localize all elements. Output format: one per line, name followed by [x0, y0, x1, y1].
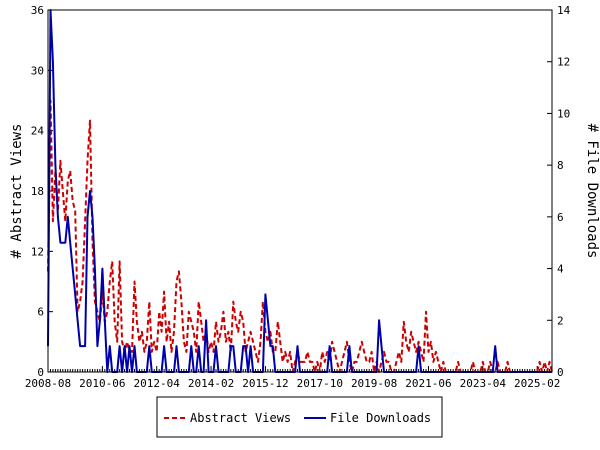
y-axis-title-right: # File Downloads: [584, 124, 600, 259]
y-left-tick-label: 6: [37, 306, 44, 319]
x-tick-label: 2017-10: [297, 377, 343, 390]
legend-box: [156, 396, 443, 438]
x-tick-label: 2019-08: [351, 377, 397, 390]
y-right-tick-label: 8: [557, 159, 564, 172]
y-left-tick-label: 0: [37, 366, 44, 379]
y-left-tick-label: 30: [31, 64, 44, 77]
y-left-tick-label: 12: [31, 245, 44, 258]
file-downloads-line: [47, 9, 552, 373]
plot-frame: [47, 9, 553, 373]
y-left-tick-label: 36: [31, 4, 44, 17]
series-file-downloads: [47, 9, 552, 373]
abstract-views-line: [47, 99, 553, 373]
x-tick-label: 2014-02: [188, 377, 234, 390]
series-abstract-views: [47, 99, 553, 373]
x-tick-label: 2015-12: [242, 377, 288, 390]
x-tick-label: 2010-06: [79, 377, 125, 390]
y-right-tick-label: 4: [557, 263, 564, 276]
y-right-tick-label: 6: [557, 211, 564, 224]
axis-ticks: [47, 9, 553, 373]
x-tick-label: 2008-08: [25, 377, 71, 390]
y-right-tick-label: 2: [557, 314, 564, 327]
y-left-tick-label: 24: [31, 125, 45, 138]
x-tick-label: 2012-04: [134, 377, 181, 390]
y-left-tick-label: 18: [31, 185, 44, 198]
x-tick-label: 2025-02: [514, 377, 560, 390]
tick-labels: 2008-08 2010-06 2012-04 2014-02 2015-12 2017-…: [25, 4, 571, 390]
x-tick-label: 2021-06: [405, 377, 451, 390]
y-right-tick-label: 0: [557, 366, 564, 379]
legend: Abstract Views File Downloads: [156, 396, 443, 438]
y-right-tick-label: 10: [557, 107, 570, 120]
legend-label-abstract-views: Abstract Views: [190, 411, 291, 425]
y-axis-title-left: # Abstract Views: [9, 124, 25, 259]
y-right-tick-label: 14: [557, 4, 571, 17]
x-tick-label: 2023-04: [460, 377, 507, 390]
y-right-tick-label: 12: [557, 56, 570, 69]
legend-label-file-downloads: File Downloads: [330, 411, 431, 425]
